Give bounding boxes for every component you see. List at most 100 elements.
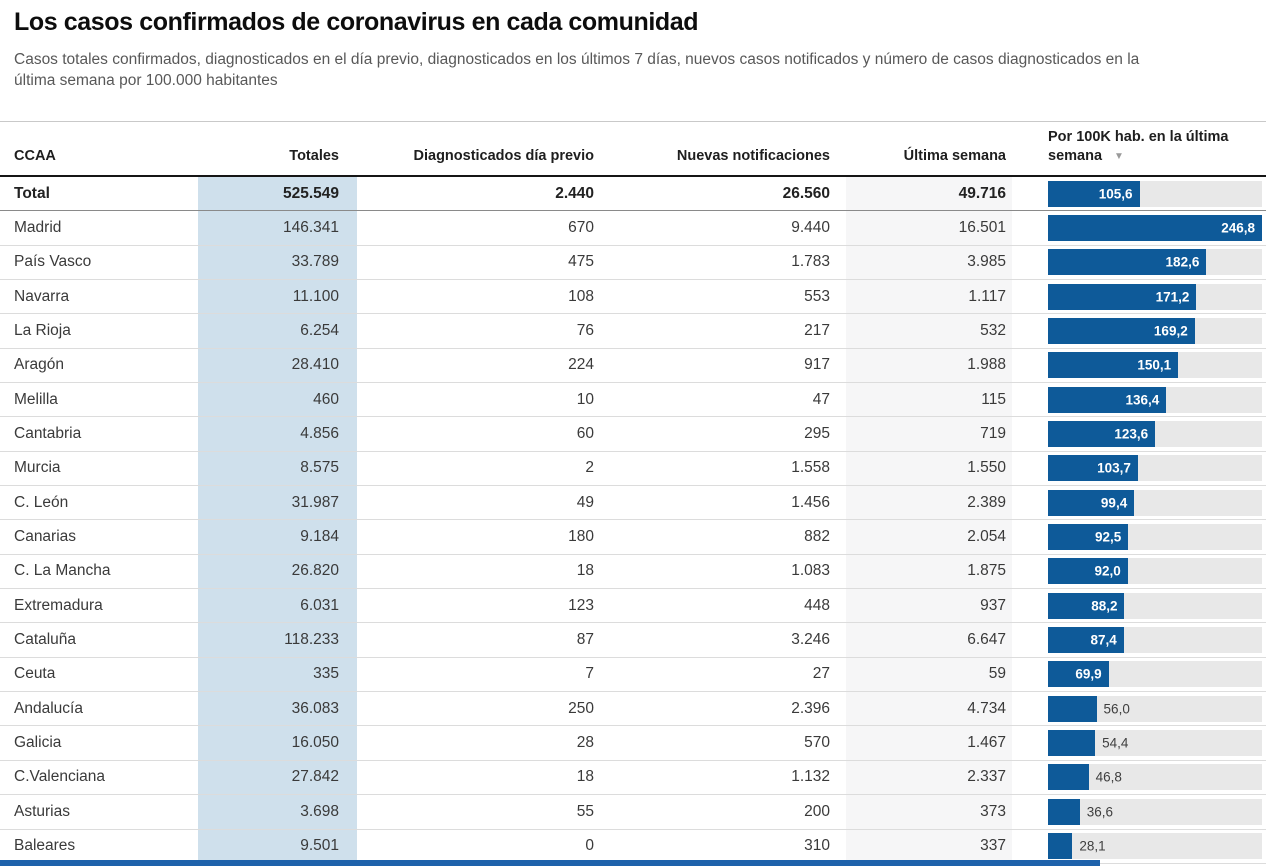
bar-track: 103,7 (1048, 455, 1262, 482)
cell-ccaa: Murcia (14, 459, 61, 477)
cell-diagnosticados-dia-previo: 7 (585, 665, 594, 683)
cell-ultima-semana: 3.985 (846, 245, 1012, 279)
cell-totales: 9.184 (198, 520, 357, 554)
cell-ccaa: Navarra (14, 287, 70, 305)
bar-fill (1048, 558, 1128, 585)
ccaa-cases-table: CCAA Totales Diagnosticados día previo N… (0, 120, 1266, 864)
cell-ccaa: Cantabria (14, 425, 82, 443)
bar-track: 169,2 (1048, 318, 1262, 345)
cell-totales: 33.789 (198, 245, 357, 279)
cell-nuevas-notificaciones: 26.560 (782, 184, 830, 202)
header-cell-ultima-semana[interactable]: Última semana (903, 148, 1006, 165)
cell-nuevas-notificaciones: 553 (804, 287, 830, 305)
cell-ultima-semana: 4.734 (846, 692, 1012, 726)
cell-diagnosticados-dia-previo: 49 (576, 493, 594, 511)
table-row: C. La Mancha 26.820 18 1.083 1.875 92,0 (0, 554, 1266, 590)
table-row: Canarias 9.184 180 882 2.054 92,5 (0, 520, 1266, 555)
cell-ultima-semana: 49.716 (846, 176, 1012, 211)
bar-fill (1048, 318, 1195, 345)
bar-value-label: 87,4 (1090, 632, 1117, 648)
cell-ultima-semana: 719 (846, 417, 1012, 451)
bar-track: 182,6 (1048, 249, 1262, 276)
bar-value-label: 56,0 (1103, 701, 1130, 717)
cell-ultima-semana: 115 (846, 383, 1012, 417)
bar-fill (1048, 592, 1125, 619)
cell-totales: 36.083 (198, 692, 357, 726)
cell-ultima-semana: 1.875 (846, 554, 1012, 589)
bar-value-label: 92,0 (1094, 563, 1121, 579)
bar-fill (1048, 730, 1096, 757)
cell-diagnosticados-dia-previo: 180 (568, 528, 594, 546)
bar-track: 150,1 (1048, 352, 1262, 379)
header-cell-totales[interactable]: Totales (289, 148, 339, 165)
bar-fill (1048, 421, 1156, 448)
table-row: Melilla 460 10 47 115 136,4 (0, 383, 1266, 418)
bar-track: 92,5 (1048, 524, 1262, 551)
bar-value-label: 123,6 (1114, 426, 1149, 442)
table-row: Ceuta 335 7 27 59 69,9 (0, 657, 1266, 693)
cell-ccaa: C.Valenciana (14, 768, 106, 786)
table-row: Galicia 16.050 28 570 1.467 54,4 (0, 726, 1266, 761)
header-cell-nuevas-notificaciones[interactable]: Nuevas notificaciones (676, 148, 830, 165)
bar-fill (1048, 249, 1207, 276)
table-row: Asturias 3.698 55 200 373 36,6 (0, 795, 1266, 830)
bar-track: 87,4 (1048, 627, 1262, 654)
cell-diagnosticados-dia-previo: 250 (568, 699, 594, 717)
page-title: Los casos confirmados de coronavirus en … (14, 8, 699, 36)
cell-nuevas-notificaciones: 1.558 (791, 459, 830, 477)
cell-diagnosticados-dia-previo: 670 (568, 218, 594, 236)
cell-totales: 6.254 (198, 314, 357, 348)
bar-value-label: 150,1 (1137, 357, 1172, 373)
bar-value-label: 136,4 (1125, 392, 1160, 408)
bar-track: 123,6 (1048, 421, 1262, 448)
cell-totales: 4.856 (198, 417, 357, 451)
bar-track: 36,6 (1048, 798, 1262, 825)
bar-fill (1048, 352, 1179, 379)
cell-totales: 28.410 (198, 348, 357, 383)
cell-nuevas-notificaciones: 570 (804, 734, 830, 752)
bar-value-label: 99,4 (1100, 495, 1128, 511)
cell-diagnosticados-dia-previo: 55 (576, 802, 594, 820)
header-per100k-line1: Por 100K hab. en la última (1048, 128, 1229, 145)
header-cell-diagnosticados-dia-previo[interactable]: Diagnosticados día previo (413, 148, 595, 165)
cell-ultima-semana: 337 (846, 829, 1012, 863)
cell-nuevas-notificaciones: 1.783 (791, 253, 830, 271)
cell-totales: 31.987 (198, 486, 357, 520)
cell-ultima-semana: 2.389 (846, 486, 1012, 520)
cell-nuevas-notificaciones: 448 (804, 596, 830, 614)
table-row: Andalucía 36.083 250 2.396 4.734 56,0 (0, 692, 1266, 727)
bar-track: 56,0 (1048, 695, 1262, 722)
table-row: Cataluña 118.233 87 3.246 6.647 87,4 (0, 623, 1266, 658)
header-cell-ccaa[interactable]: CCAA (14, 148, 56, 165)
bar-fill (1048, 833, 1073, 860)
bar-track: 46,8 (1048, 764, 1262, 791)
cell-per100k-bar: 136,4 (1048, 386, 1262, 413)
cell-per100k-bar: 54,4 (1048, 730, 1262, 757)
cell-per100k-bar: 105,6 (1048, 180, 1262, 207)
cell-ccaa: C. La Mancha (14, 562, 111, 580)
cell-ultima-semana: 937 (846, 589, 1012, 623)
cell-diagnosticados-dia-previo: 475 (568, 253, 594, 271)
bar-track: 88,2 (1048, 592, 1262, 619)
cell-nuevas-notificaciones: 217 (804, 322, 830, 340)
header-cell-por-100k-hab[interactable]: Por 100K hab. en la última semana ▼ (1048, 128, 1262, 167)
cell-per100k-bar: 92,0 (1048, 558, 1262, 585)
cell-ccaa: Ceuta (14, 665, 56, 683)
header-per100k-line2: semana (1048, 148, 1103, 165)
cell-diagnosticados-dia-previo: 10 (576, 390, 594, 408)
cell-nuevas-notificaciones: 2.396 (791, 699, 830, 717)
cell-nuevas-notificaciones: 9.440 (791, 218, 830, 236)
cell-totales: 6.031 (198, 589, 357, 623)
cell-ultima-semana: 2.337 (846, 760, 1012, 795)
sort-desc-icon[interactable]: ▼ (1114, 151, 1124, 163)
cell-ccaa: La Rioja (14, 322, 71, 340)
cell-per100k-bar: 69,9 (1048, 661, 1262, 688)
table-body: Total 525.549 2.440 26.560 49.716 105,6 … (0, 176, 1266, 864)
cell-nuevas-notificaciones: 47 (812, 390, 830, 408)
cell-per100k-bar: 88,2 (1048, 592, 1262, 619)
bar-value-label: 54,4 (1102, 735, 1129, 751)
cell-ccaa: Melilla (14, 390, 58, 408)
table-row: Extremadura 6.031 123 448 937 88,2 (0, 589, 1266, 624)
cell-nuevas-notificaciones: 3.246 (791, 631, 830, 649)
cell-per100k-bar: 169,2 (1048, 318, 1262, 345)
